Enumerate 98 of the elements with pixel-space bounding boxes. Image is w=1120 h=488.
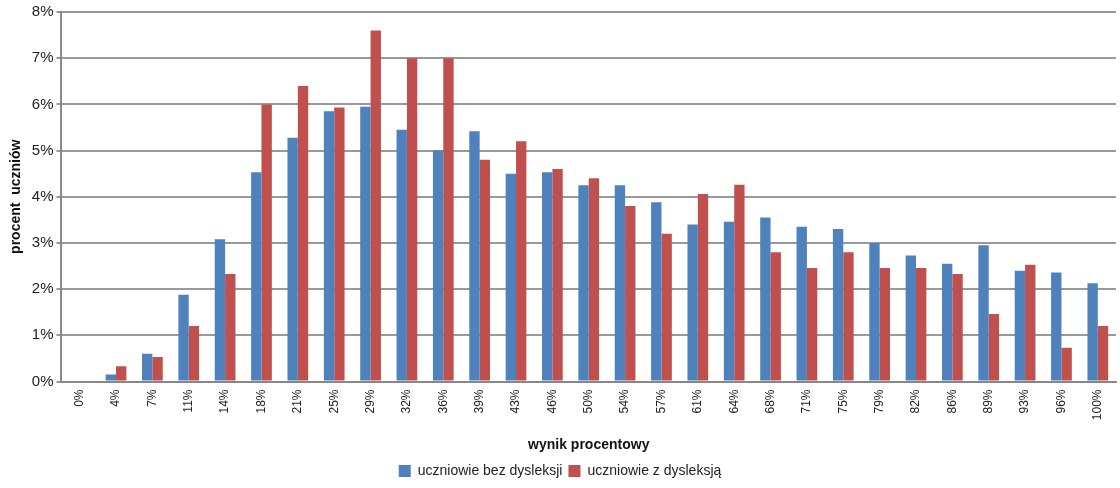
- x-tick-label: 14%: [217, 389, 232, 414]
- y-tick-label: 6%: [31, 94, 54, 112]
- bar: [978, 245, 989, 381]
- x-tick-label: 64%: [726, 389, 741, 414]
- bar: [1061, 347, 1072, 381]
- bar: [116, 366, 127, 381]
- x-tick-label: 46%: [544, 389, 559, 414]
- bar: [770, 252, 781, 381]
- x-tick-label: 36%: [435, 389, 450, 414]
- bar: [542, 172, 553, 381]
- bar: [516, 141, 527, 381]
- bar: [651, 202, 662, 381]
- x-tick-label: 32%: [399, 389, 414, 414]
- bar: [178, 294, 189, 381]
- bar: [1025, 264, 1036, 381]
- bar: [625, 205, 636, 381]
- x-tick-label: 82%: [908, 389, 923, 414]
- x-tick-label: 29%: [362, 389, 377, 414]
- bar: [334, 107, 345, 381]
- bar: [105, 374, 117, 381]
- y-tick-label: 0%: [31, 371, 54, 389]
- x-tick-label: 25%: [326, 389, 341, 414]
- bar: [760, 217, 771, 381]
- bar: [832, 229, 844, 381]
- bar: [479, 159, 491, 381]
- y-tick-label: 2%: [31, 279, 54, 297]
- x-tick-label: 79%: [871, 389, 886, 414]
- bar: [287, 137, 298, 381]
- x-tick-label: 11%: [181, 389, 196, 413]
- bar: [988, 314, 1000, 381]
- bar: [843, 252, 854, 381]
- bar: [152, 357, 163, 381]
- y-tick-label: 3%: [31, 233, 54, 251]
- bar: [796, 226, 807, 381]
- bar: [360, 106, 371, 381]
- x-tick-label: 54%: [617, 389, 632, 414]
- x-tick-label: 86%: [944, 389, 959, 414]
- bar: [614, 185, 626, 381]
- x-axis-title: wynik procentowy: [527, 436, 650, 453]
- y-tick-label: 5%: [31, 140, 54, 158]
- bar: [661, 233, 672, 381]
- bar: [142, 353, 153, 381]
- bar: [505, 173, 517, 381]
- y-tick-label: 4%: [31, 186, 54, 204]
- bar: [806, 267, 818, 381]
- x-tick-label: 68%: [762, 389, 777, 414]
- x-tick-label: 39%: [471, 389, 486, 414]
- bar: [1051, 272, 1062, 381]
- x-tick-label: 75%: [835, 389, 850, 414]
- bar: [952, 273, 963, 381]
- bar: [188, 326, 200, 381]
- legend-label: uczniowie bez dysleksji: [417, 461, 563, 478]
- bar: [443, 58, 454, 381]
- y-tick-label: 7%: [31, 48, 54, 66]
- x-tick-label: 100%: [1090, 389, 1105, 421]
- x-tick-label: 50%: [581, 389, 596, 414]
- x-tick-label: 96%: [1053, 389, 1068, 414]
- bar: [942, 263, 953, 381]
- y-axis-title: procent uczniów: [7, 139, 24, 254]
- bar: [251, 172, 262, 381]
- bar: [406, 58, 418, 381]
- bar: [214, 239, 226, 381]
- bar: [225, 273, 236, 381]
- bar: [552, 169, 563, 381]
- bar: [469, 131, 480, 381]
- x-tick-label: 89%: [981, 389, 996, 414]
- x-tick-label: 57%: [653, 389, 668, 414]
- legend-label: uczniowie z dysleksją: [587, 461, 722, 478]
- bar: [1014, 270, 1026, 381]
- bar: [869, 242, 880, 381]
- x-tick-label: 0%: [71, 389, 86, 407]
- x-tick-label: 21%: [290, 389, 305, 414]
- x-tick-label: 4%: [108, 389, 123, 407]
- x-tick-label: 71%: [799, 389, 814, 414]
- bar: [734, 184, 745, 381]
- y-tick-label: 1%: [31, 325, 54, 343]
- bar: [879, 267, 891, 381]
- bar: [396, 129, 407, 381]
- x-tick-label: 61%: [690, 389, 705, 414]
- bar: [261, 104, 272, 381]
- bar: [905, 255, 917, 381]
- x-tick-label: 93%: [1017, 389, 1032, 414]
- bar: [1097, 326, 1109, 381]
- bar: [432, 150, 444, 381]
- bar: [1087, 283, 1098, 381]
- bar: [588, 178, 600, 381]
- y-tick-label: 8%: [31, 2, 54, 20]
- bar: [323, 111, 335, 381]
- bar: [297, 85, 309, 381]
- bar: [578, 185, 589, 381]
- x-tick-label: 7%: [144, 389, 159, 407]
- bar: [697, 193, 709, 381]
- x-tick-label: 18%: [253, 389, 268, 414]
- bar: [723, 221, 735, 381]
- bar: [916, 267, 927, 381]
- x-tick-label: 43%: [508, 389, 523, 414]
- bar: [687, 224, 698, 381]
- bar: [370, 30, 381, 381]
